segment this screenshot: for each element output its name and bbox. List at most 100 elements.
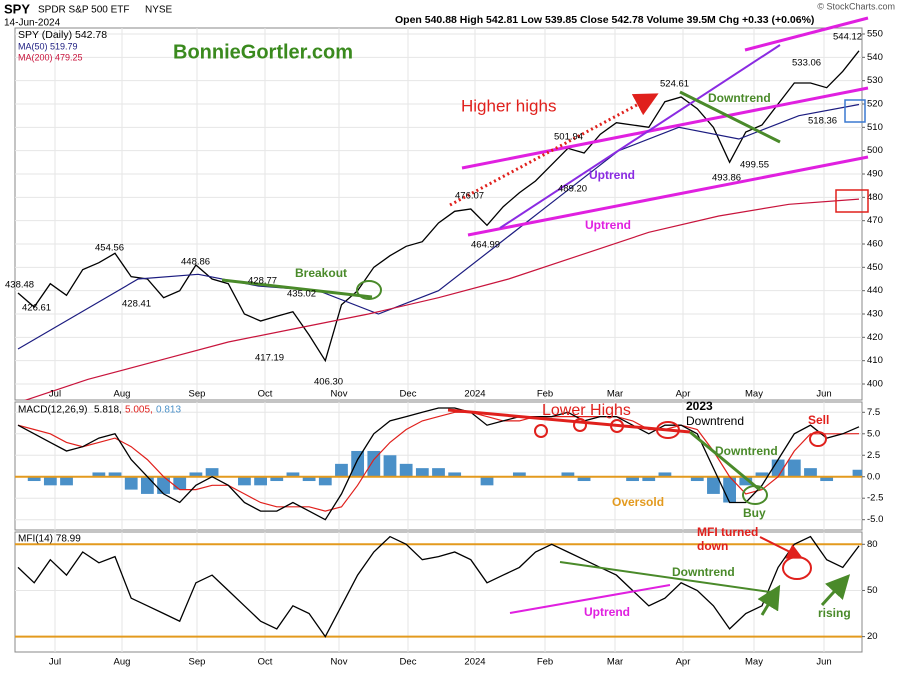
data-layer: 400 410 420 430 440 450 460 470 480 490 500 510 520 5…: [15, 28, 883, 668]
x-tick-label: Nov: [331, 389, 348, 400]
histogram-bar: [512, 472, 526, 477]
blue-box: [844, 99, 866, 123]
y-tick-label: 2.5: [867, 450, 880, 461]
security-name: SPDR S&P 500 ETF: [38, 5, 130, 16]
annotation: Higher highs: [461, 96, 556, 115]
histogram-bar: [351, 450, 365, 477]
x-tick-label: May: [745, 389, 763, 400]
y-tick-label: 80: [867, 539, 878, 550]
y-tick-label: -2.5: [867, 493, 883, 504]
histogram-bar: [286, 472, 300, 477]
annotation: 2023: [686, 399, 713, 413]
annotation: Oversold: [612, 495, 664, 509]
price-label: 544.12: [833, 32, 862, 43]
panel-plot: [15, 28, 862, 400]
series-line: [24, 198, 860, 400]
histogram-bar: [157, 476, 170, 494]
histogram-bar: [124, 476, 138, 490]
y-tick-label: 490: [867, 169, 883, 180]
annotation: Uptrend: [584, 605, 630, 619]
x-tick-label: Jul: [49, 389, 61, 400]
price-label: 493.86: [712, 173, 741, 184]
price-label: 476.07: [455, 191, 484, 202]
histogram-bar: [335, 463, 348, 477]
x-tick-label: Nov: [331, 657, 348, 668]
x-tick-label: Sep: [189, 657, 206, 668]
histogram-bar: [480, 476, 494, 486]
x-tick-label: Dec: [400, 657, 417, 668]
y-tick-label: 410: [867, 355, 883, 366]
histogram-bar: [658, 472, 672, 477]
annotation: down: [697, 539, 728, 553]
y-tick-label: 550: [867, 29, 883, 40]
x-tick-label: May: [745, 657, 763, 668]
x-tick-label: Oct: [258, 657, 273, 668]
series-line: [17, 535, 860, 638]
buy-circle: [742, 485, 768, 505]
x-tick-label: Sep: [189, 389, 206, 400]
y-tick-label: 430: [867, 309, 883, 320]
histogram-bar: [189, 472, 203, 477]
y-tick-label: 460: [867, 239, 883, 250]
y-tick-label: 7.5: [867, 407, 880, 418]
series-line: [17, 50, 860, 363]
mfi-frame: [14, 531, 863, 653]
histogram-bar: [92, 472, 106, 477]
histogram-bar: [173, 476, 187, 490]
histogram-bar: [399, 463, 413, 477]
x-tick-label: Feb: [537, 657, 553, 668]
price-downtrend: [679, 90, 781, 144]
annotation: MFI turned: [697, 525, 758, 539]
x-tick-label: Apr: [676, 657, 691, 668]
histogram-bar: [642, 476, 656, 482]
price-label: 501.94: [554, 132, 583, 143]
histogram-bar: [626, 476, 639, 482]
x-tick-label: Aug: [114, 657, 131, 668]
breakout-circle: [356, 280, 382, 300]
price-label: 435.02: [287, 289, 316, 300]
histogram-bar: [254, 476, 267, 486]
price-label: 406.30: [314, 377, 343, 388]
mfi-red-arrow: [759, 536, 804, 559]
series-line: [17, 411, 860, 512]
x-tick-label: 2024: [464, 389, 485, 400]
price-label: 426.61: [22, 303, 51, 314]
channel-top: [744, 16, 869, 52]
histogram-bar: [383, 455, 397, 477]
macd-frame: [14, 401, 863, 531]
price-labels: 438.48 426.61 454.56 428.41 448.86 428.7…: [5, 32, 862, 388]
histogram-bar: [577, 476, 591, 482]
histogram-bar: [367, 450, 381, 477]
histogram-bar: [820, 476, 834, 482]
y-tick-label: 50: [867, 585, 878, 596]
price-label: 464.99: [471, 240, 500, 251]
histogram-bar: [60, 476, 73, 486]
x-tick-label: Dec: [400, 389, 417, 400]
legend-signal-value: 5.005,: [125, 405, 153, 416]
purple-uptrend: [499, 44, 781, 229]
panel-plot: [15, 402, 862, 530]
legend-macd-value: 5.818,: [94, 405, 122, 416]
annotation: Lower Highs: [542, 402, 631, 419]
macd-circle: [656, 421, 680, 439]
macd-circle: [534, 424, 548, 438]
mfi-circle: [782, 556, 812, 580]
legend-ma200: MA(200) 479.25: [18, 52, 83, 62]
price-label: 489.20: [558, 184, 587, 195]
macd-lower-highs: [447, 408, 691, 434]
y-tick-label: 500: [867, 145, 883, 156]
annotation: Buy: [743, 506, 766, 520]
mfi-downtrend: [559, 561, 771, 593]
symbol: SPY: [4, 1, 30, 16]
y-tick-label: 510: [867, 122, 883, 133]
x-tick-label: Jul: [49, 657, 61, 668]
histogram-bar: [238, 476, 251, 486]
x-tick-label: Aug: [114, 389, 131, 400]
annotation: rising: [818, 606, 851, 620]
y-tick-label: 5.0: [867, 428, 880, 439]
credit: © StockCharts.com: [817, 1, 895, 11]
series-line: [17, 103, 860, 350]
x-tick-label: Apr: [676, 389, 691, 400]
price-label: 499.55: [740, 160, 769, 171]
